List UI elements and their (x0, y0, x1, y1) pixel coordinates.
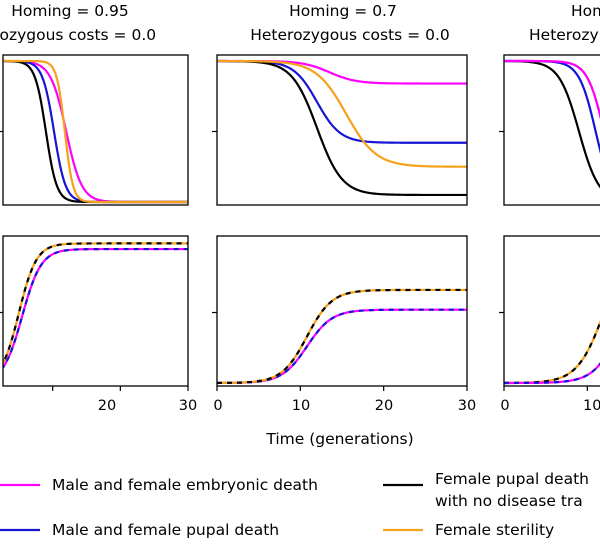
series-line (504, 362, 600, 385)
series-line (504, 59, 600, 120)
series-line-dashed (3, 242, 188, 366)
series-line (504, 59, 600, 189)
legend-label-female-sterility: Female sterility (435, 521, 554, 539)
series-line (3, 59, 188, 204)
series-line (217, 59, 467, 85)
series-line (504, 59, 600, 154)
series-line (3, 242, 188, 366)
series-line (217, 59, 467, 168)
series-line (217, 59, 467, 144)
series-line (3, 59, 188, 204)
panel-middle-top (212, 54, 468, 206)
series-line (504, 59, 600, 120)
x-tick-label: 20 (375, 398, 393, 414)
x-tick-label: 30 (179, 398, 197, 414)
panel-middle-bottom (212, 235, 468, 391)
x-tick-label: 0 (213, 398, 222, 414)
x-tick-label: 30 (458, 398, 476, 414)
panel-left-bottom (0, 235, 189, 391)
x-tick-label: 20 (98, 398, 116, 414)
panel-right-bottom (499, 235, 600, 391)
series-line-dashed (217, 308, 467, 385)
x-tick-label: 10 (292, 398, 310, 414)
x-axis-label: Time (generations) (265, 430, 413, 448)
left-title-line2: erozygous costs = 0.0 (0, 26, 156, 44)
axes-frame (2, 235, 189, 387)
legend: Male and female embryonic death Male and… (0, 470, 589, 539)
series-line-dashed (504, 362, 600, 385)
left-title-line1: Homing = 0.95 (11, 2, 129, 20)
right-title-line2: Heterozy (529, 26, 599, 44)
legend-label-female-pupal-line1: Female pupal death (435, 470, 589, 488)
axes-frame (503, 54, 600, 206)
legend-label-female-pupal-line2: with no disease tra (435, 492, 583, 510)
series-line (217, 59, 467, 197)
series-line-dashed (3, 247, 188, 370)
panel-left-top (0, 54, 189, 206)
series-line (3, 59, 188, 204)
legend-label-embryonic: Male and female embryonic death (52, 476, 318, 494)
x-tick-label: 10 (583, 398, 600, 414)
x-tick-label: 0 (500, 398, 509, 414)
axes-frame (503, 235, 600, 387)
axes-frame (216, 235, 468, 387)
series-line (504, 319, 600, 385)
right-title-line1: Hom (571, 2, 600, 20)
middle-title-line1: Homing = 0.7 (289, 2, 397, 20)
series-line-dashed (504, 319, 600, 385)
series-line-dashed (217, 288, 467, 385)
series-line (217, 308, 467, 385)
legend-label-pupal: Male and female pupal death (52, 521, 279, 539)
axes-frame (216, 54, 468, 206)
series-line (3, 59, 188, 204)
series-line (3, 247, 188, 370)
series-line (217, 288, 467, 385)
axes-frame (2, 54, 189, 206)
panel-right-top (499, 54, 600, 206)
middle-title-line2: Heterozygous costs = 0.0 (250, 26, 450, 44)
